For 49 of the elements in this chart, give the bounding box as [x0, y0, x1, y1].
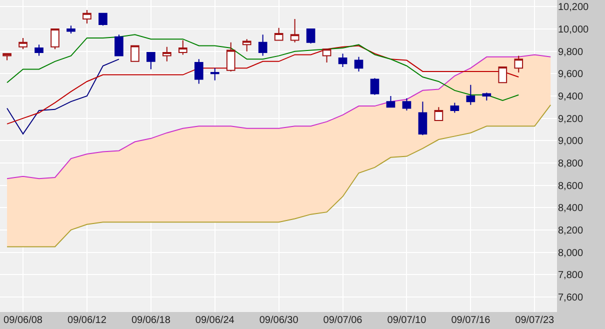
y-tick-label: 10,000: [558, 24, 590, 36]
y-tick-label: 9,600: [558, 69, 584, 80]
x-tick-label: 09/06/30: [259, 315, 299, 326]
y-tick-label: 9,000: [558, 136, 584, 148]
y-tick-label: 9,800: [558, 46, 584, 58]
y-tick-label: 8,000: [558, 248, 584, 259]
y-tick-label: 10,200: [558, 2, 590, 14]
candlestick: [66, 25, 76, 34]
candlestick: [450, 102, 460, 114]
candlestick: [34, 44, 44, 56]
y-tick-label: 9,400: [558, 92, 584, 102]
line-series: [6, 104, 552, 248]
candlestick: [418, 101, 428, 136]
x-tick-label: 09/07/10: [387, 315, 427, 326]
candlestick: [498, 66, 508, 84]
x-tick-label: 09/06/18: [131, 315, 171, 326]
candlestick: [194, 58, 204, 84]
candlestick: [354, 56, 364, 72]
x-tick-label: 09/07/16: [451, 315, 491, 326]
x-tick-label: 09/06/12: [68, 315, 107, 326]
candlestick: [402, 98, 412, 112]
y-tick-label: 7,800: [558, 270, 584, 282]
y-tick-label: 8,600: [558, 180, 584, 192]
candlestick: [482, 92, 492, 101]
y-tick-label: 8,800: [558, 158, 584, 170]
y-tick-label: 8,200: [558, 225, 584, 236]
y-tick-label: 7,600: [558, 292, 584, 304]
candlestick: [434, 106, 444, 122]
candlestick: [386, 96, 396, 108]
candlestick: [338, 53, 348, 68]
line-series: [6, 45, 520, 124]
x-tick-label: 09/07/06: [323, 315, 363, 326]
candlestick: [258, 34, 268, 56]
line-series: [6, 58, 120, 134]
candlestick: [146, 52, 156, 70]
line-series: [6, 54, 552, 180]
candlestick: [210, 68, 220, 81]
candlestick: [306, 28, 316, 44]
candlestick: [466, 84, 476, 106]
x-tick-label: 09/06/08: [4, 315, 43, 326]
y-tick-label: 9,200: [558, 114, 584, 125]
candlestick: [114, 34, 124, 56]
candlestick: [514, 55, 524, 74]
candlestick: [370, 78, 380, 96]
y-tick-label: 8,400: [558, 203, 584, 214]
x-tick-label: 09/06/24: [195, 315, 235, 326]
line-series: [6, 34, 520, 101]
candlestick: [98, 12, 108, 26]
x-tick-label: 09/07/23: [515, 315, 555, 326]
